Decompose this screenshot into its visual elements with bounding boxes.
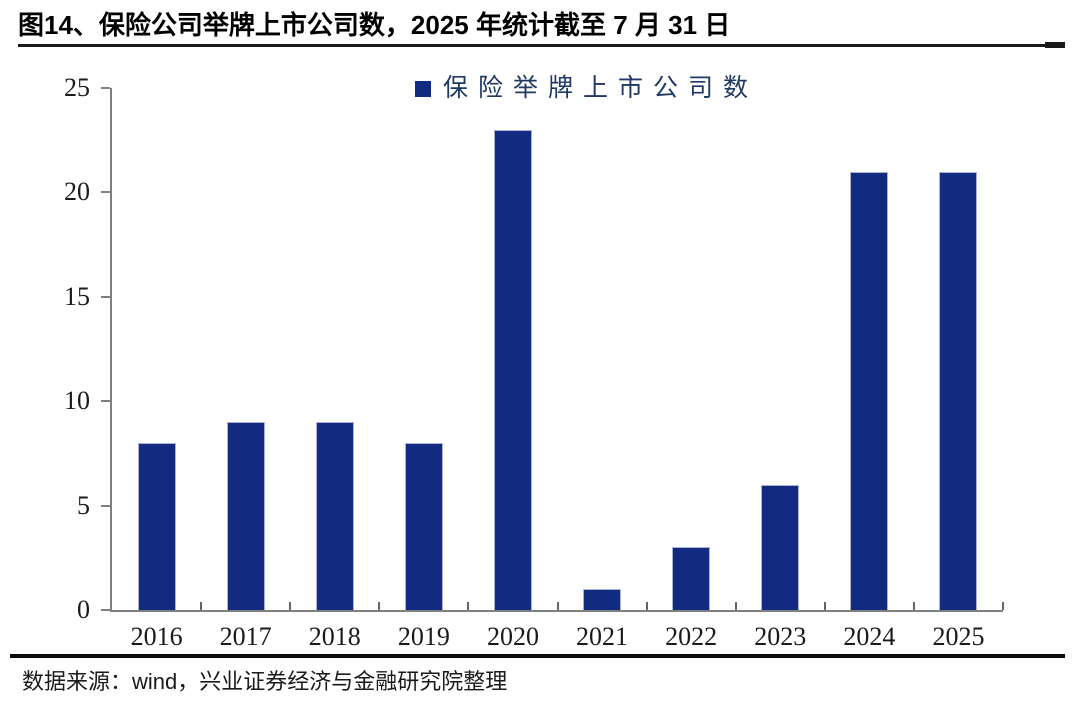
x-axis-tick-label-2019: 2019: [397, 622, 450, 651]
y-axis-tick-label-15: 15: [64, 281, 90, 311]
bar-2023: [761, 484, 800, 610]
x-axis-tick-mark-1: [200, 602, 203, 610]
x-axis-tick-mark-10: [1002, 602, 1004, 610]
x-axis-tick-mark-2: [289, 602, 292, 610]
bar-2018: [315, 422, 354, 610]
y-axis-tick-mark-20: [101, 191, 110, 194]
y-axis-tick-label-0: 0: [77, 595, 90, 624]
x-axis-tick-mark-9: [912, 602, 915, 610]
y-axis-tick-label-5: 5: [77, 490, 90, 520]
x-axis-tick-mark-8: [823, 602, 826, 610]
footer-divider-line: [10, 654, 1065, 658]
x-axis-tick-mark-6: [645, 602, 648, 610]
x-axis-tick-mark-5: [556, 602, 559, 610]
bar-2019: [404, 442, 443, 610]
legend-label: 保险举牌上市公司数: [443, 75, 759, 102]
legend-swatch-icon: [415, 80, 431, 97]
bar-2025: [939, 171, 978, 610]
bar-2022: [672, 547, 711, 610]
x-axis-tick-mark-7: [734, 602, 737, 610]
title-divider-line: [18, 44, 1065, 47]
bar-2024: [850, 171, 889, 610]
x-axis-tick-label-2024: 2024: [843, 622, 896, 651]
x-axis-tick-label-2022: 2022: [665, 622, 718, 651]
x-axis-tick-label-2017: 2017: [219, 622, 272, 651]
x-axis-tick-mark-4: [467, 602, 470, 610]
title-divider-end-cap: [1045, 42, 1065, 48]
x-axis-tick-mark-3: [378, 602, 381, 610]
y-axis-tick-mark-15: [101, 295, 110, 298]
y-axis-tick-label-20: 20: [64, 177, 90, 207]
y-axis-tick-mark-5: [101, 504, 110, 507]
x-axis-tick-label-2023: 2023: [754, 622, 807, 651]
x-axis-tick-label-2021: 2021: [576, 622, 629, 651]
bar-2016: [137, 442, 176, 610]
data-source-note: 数据来源：wind，兴业证券经济与金融研究院整理: [22, 669, 508, 694]
chart-plot-area: 2016 2017 2018 2019 2020 2021 2022 2023 2024 2025: [110, 88, 1004, 651]
bar-2020: [493, 129, 532, 610]
figure-title: 图14、保险公司举牌上市公司数，2025 年统计截至 7 月 31 日: [18, 10, 731, 40]
bar-2017: [226, 422, 265, 610]
y-axis-tick-mark-0: [101, 609, 110, 611]
x-axis-tick-label-2020: 2020: [486, 622, 539, 651]
y-axis-tick-mark-25: [101, 87, 110, 89]
x-axis-tick-label-2016: 2016: [130, 622, 183, 651]
bar-2021: [583, 589, 622, 610]
y-axis-tick-mark-10: [101, 400, 110, 403]
y-axis-tick-label-10: 10: [64, 386, 90, 416]
y-axis-tick-label-25: 25: [64, 73, 90, 102]
x-axis-tick-label-2025: 2025: [932, 622, 985, 651]
x-axis-tick-label-2018: 2018: [308, 622, 361, 651]
chart-legend: 保险举牌上市公司数: [415, 76, 758, 101]
